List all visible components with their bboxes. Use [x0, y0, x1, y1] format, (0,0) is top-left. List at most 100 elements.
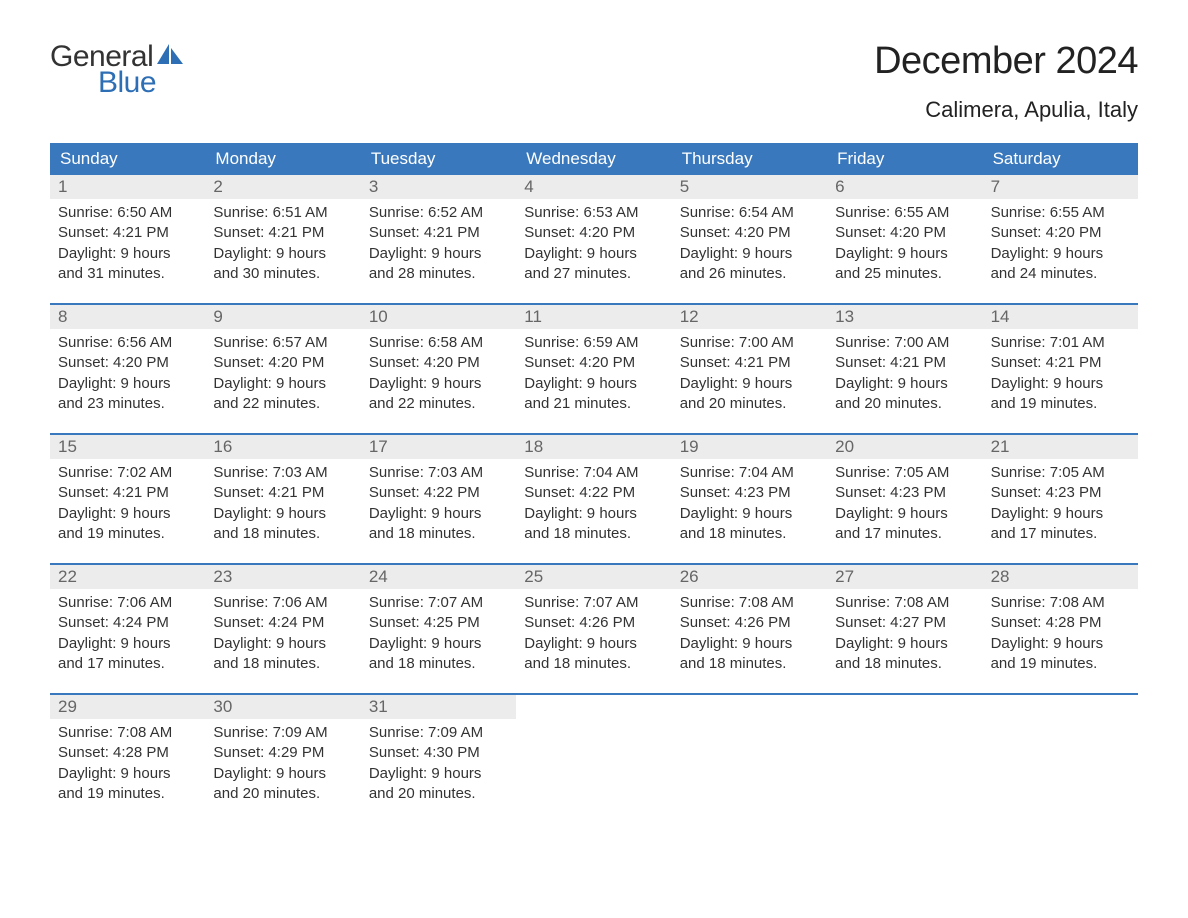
day-sunset: Sunset: 4:23 PM	[680, 483, 819, 503]
day-number: 6	[827, 175, 982, 199]
day-content: Sunrise: 7:07 AMSunset: 4:26 PMDaylight:…	[516, 589, 671, 682]
day-daylight1: Daylight: 9 hours	[835, 504, 974, 524]
day-sunrise: Sunrise: 7:07 AM	[524, 593, 663, 613]
day-daylight2: and 31 minutes.	[58, 264, 197, 284]
week-row: 8Sunrise: 6:56 AMSunset: 4:20 PMDaylight…	[50, 303, 1138, 433]
day-sunset: Sunset: 4:20 PM	[991, 223, 1130, 243]
day-sunset: Sunset: 4:30 PM	[369, 743, 508, 763]
day-cell: 5Sunrise: 6:54 AMSunset: 4:20 PMDaylight…	[672, 175, 827, 303]
day-sunset: Sunset: 4:21 PM	[213, 483, 352, 503]
weeks-container: 1Sunrise: 6:50 AMSunset: 4:21 PMDaylight…	[50, 175, 1138, 823]
day-daylight2: and 18 minutes.	[213, 654, 352, 674]
day-sunset: Sunset: 4:21 PM	[213, 223, 352, 243]
day-number: 19	[672, 435, 827, 459]
day-daylight1: Daylight: 9 hours	[524, 634, 663, 654]
day-cell: 16Sunrise: 7:03 AMSunset: 4:21 PMDayligh…	[205, 435, 360, 563]
day-content: Sunrise: 7:00 AMSunset: 4:21 PMDaylight:…	[672, 329, 827, 422]
day-daylight1: Daylight: 9 hours	[369, 244, 508, 264]
day-sunset: Sunset: 4:24 PM	[58, 613, 197, 633]
day-number: 28	[983, 565, 1138, 589]
day-daylight1: Daylight: 9 hours	[213, 374, 352, 394]
day-daylight2: and 20 minutes.	[835, 394, 974, 414]
day-content: Sunrise: 7:06 AMSunset: 4:24 PMDaylight:…	[50, 589, 205, 682]
day-daylight1: Daylight: 9 hours	[524, 374, 663, 394]
day-daylight1: Daylight: 9 hours	[213, 764, 352, 784]
day-daylight2: and 18 minutes.	[213, 524, 352, 544]
day-sunset: Sunset: 4:21 PM	[991, 353, 1130, 373]
day-sunset: Sunset: 4:21 PM	[835, 353, 974, 373]
day-content: Sunrise: 6:53 AMSunset: 4:20 PMDaylight:…	[516, 199, 671, 292]
weekday-tue: Tuesday	[361, 143, 516, 175]
calendar: Sunday Monday Tuesday Wednesday Thursday…	[50, 143, 1138, 823]
weekday-sat: Saturday	[983, 143, 1138, 175]
day-sunset: Sunset: 4:22 PM	[524, 483, 663, 503]
day-content: Sunrise: 7:09 AMSunset: 4:30 PMDaylight:…	[361, 719, 516, 812]
day-daylight2: and 18 minutes.	[680, 654, 819, 674]
day-sunrise: Sunrise: 6:52 AM	[369, 203, 508, 223]
day-sunrise: Sunrise: 7:08 AM	[991, 593, 1130, 613]
week-row: 29Sunrise: 7:08 AMSunset: 4:28 PMDayligh…	[50, 693, 1138, 823]
day-cell: 6Sunrise: 6:55 AMSunset: 4:20 PMDaylight…	[827, 175, 982, 303]
day-daylight1: Daylight: 9 hours	[835, 244, 974, 264]
day-daylight2: and 22 minutes.	[213, 394, 352, 414]
weekday-header: Sunday Monday Tuesday Wednesday Thursday…	[50, 143, 1138, 175]
day-cell: 2Sunrise: 6:51 AMSunset: 4:21 PMDaylight…	[205, 175, 360, 303]
day-sunset: Sunset: 4:25 PM	[369, 613, 508, 633]
day-cell: 10Sunrise: 6:58 AMSunset: 4:20 PMDayligh…	[361, 305, 516, 433]
day-sunrise: Sunrise: 6:50 AM	[58, 203, 197, 223]
day-sunset: Sunset: 4:21 PM	[58, 223, 197, 243]
day-sunrise: Sunrise: 7:02 AM	[58, 463, 197, 483]
day-daylight1: Daylight: 9 hours	[58, 504, 197, 524]
day-daylight2: and 18 minutes.	[524, 524, 663, 544]
day-number: 5	[672, 175, 827, 199]
week-row: 22Sunrise: 7:06 AMSunset: 4:24 PMDayligh…	[50, 563, 1138, 693]
day-content: Sunrise: 7:04 AMSunset: 4:22 PMDaylight:…	[516, 459, 671, 552]
day-daylight1: Daylight: 9 hours	[991, 504, 1130, 524]
day-daylight2: and 18 minutes.	[524, 654, 663, 674]
day-sunrise: Sunrise: 7:08 AM	[58, 723, 197, 743]
day-sunrise: Sunrise: 7:01 AM	[991, 333, 1130, 353]
day-number: 15	[50, 435, 205, 459]
day-sunrise: Sunrise: 7:04 AM	[680, 463, 819, 483]
day-cell: 4Sunrise: 6:53 AMSunset: 4:20 PMDaylight…	[516, 175, 671, 303]
day-sunset: Sunset: 4:20 PM	[524, 353, 663, 373]
day-daylight1: Daylight: 9 hours	[58, 764, 197, 784]
day-number: 20	[827, 435, 982, 459]
day-sunset: Sunset: 4:28 PM	[991, 613, 1130, 633]
day-sunrise: Sunrise: 6:55 AM	[835, 203, 974, 223]
day-cell: 20Sunrise: 7:05 AMSunset: 4:23 PMDayligh…	[827, 435, 982, 563]
day-content: Sunrise: 6:59 AMSunset: 4:20 PMDaylight:…	[516, 329, 671, 422]
logo: General Blue	[50, 40, 185, 100]
day-daylight1: Daylight: 9 hours	[680, 634, 819, 654]
day-number: 23	[205, 565, 360, 589]
day-content: Sunrise: 6:51 AMSunset: 4:21 PMDaylight:…	[205, 199, 360, 292]
day-daylight1: Daylight: 9 hours	[680, 504, 819, 524]
day-number: 10	[361, 305, 516, 329]
title-block: December 2024 Calimera, Apulia, Italy	[874, 40, 1138, 123]
day-cell: 23Sunrise: 7:06 AMSunset: 4:24 PMDayligh…	[205, 565, 360, 693]
day-sunset: Sunset: 4:27 PM	[835, 613, 974, 633]
day-cell: 9Sunrise: 6:57 AMSunset: 4:20 PMDaylight…	[205, 305, 360, 433]
day-sunset: Sunset: 4:20 PM	[213, 353, 352, 373]
day-sunset: Sunset: 4:21 PM	[680, 353, 819, 373]
day-content: Sunrise: 6:54 AMSunset: 4:20 PMDaylight:…	[672, 199, 827, 292]
day-cell: 14Sunrise: 7:01 AMSunset: 4:21 PMDayligh…	[983, 305, 1138, 433]
day-sunset: Sunset: 4:20 PM	[369, 353, 508, 373]
day-content: Sunrise: 7:05 AMSunset: 4:23 PMDaylight:…	[983, 459, 1138, 552]
day-daylight2: and 17 minutes.	[835, 524, 974, 544]
day-daylight2: and 20 minutes.	[213, 784, 352, 804]
weekday-thu: Thursday	[672, 143, 827, 175]
day-content: Sunrise: 6:57 AMSunset: 4:20 PMDaylight:…	[205, 329, 360, 422]
day-daylight2: and 19 minutes.	[58, 524, 197, 544]
day-content: Sunrise: 6:55 AMSunset: 4:20 PMDaylight:…	[827, 199, 982, 292]
day-daylight2: and 17 minutes.	[991, 524, 1130, 544]
day-sunset: Sunset: 4:28 PM	[58, 743, 197, 763]
day-cell: 15Sunrise: 7:02 AMSunset: 4:21 PMDayligh…	[50, 435, 205, 563]
day-sunrise: Sunrise: 7:03 AM	[213, 463, 352, 483]
day-cell: 8Sunrise: 6:56 AMSunset: 4:20 PMDaylight…	[50, 305, 205, 433]
day-daylight1: Daylight: 9 hours	[680, 244, 819, 264]
day-content: Sunrise: 6:56 AMSunset: 4:20 PMDaylight:…	[50, 329, 205, 422]
day-content: Sunrise: 7:04 AMSunset: 4:23 PMDaylight:…	[672, 459, 827, 552]
day-sunrise: Sunrise: 6:59 AM	[524, 333, 663, 353]
day-sunrise: Sunrise: 6:57 AM	[213, 333, 352, 353]
